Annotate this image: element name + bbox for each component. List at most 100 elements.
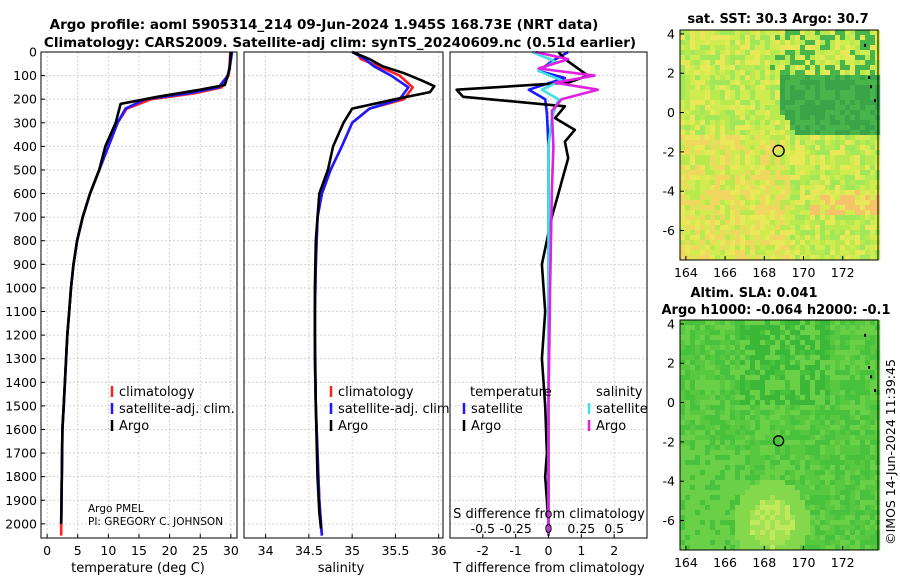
map-cell xyxy=(840,405,846,411)
map-cell xyxy=(775,240,781,246)
map-cell xyxy=(755,460,761,466)
map-cell xyxy=(865,95,871,101)
map-cell xyxy=(830,205,836,211)
map-cell xyxy=(745,95,751,101)
map-cell xyxy=(770,485,776,491)
map-cell xyxy=(800,205,806,211)
map-cell xyxy=(830,525,836,531)
map-cell xyxy=(770,325,776,331)
map-cell xyxy=(695,545,701,551)
map-cell xyxy=(815,390,821,396)
map-cell xyxy=(845,100,851,106)
map-cell xyxy=(815,465,821,471)
map-cell xyxy=(815,60,821,66)
map-cell xyxy=(730,90,736,96)
map-cell xyxy=(850,125,856,131)
map-cell xyxy=(815,330,821,336)
map-cell xyxy=(775,355,781,361)
map-cell xyxy=(795,70,801,76)
map-cell xyxy=(755,45,761,51)
map-cell xyxy=(770,235,776,241)
map-cell xyxy=(735,400,741,406)
x-tick-label: 5 xyxy=(74,543,82,558)
map-cell xyxy=(800,535,806,541)
map-cell xyxy=(745,430,751,436)
map-cell xyxy=(735,170,741,176)
map-cell xyxy=(765,415,771,421)
map-cell xyxy=(760,150,766,156)
map-cell xyxy=(710,60,716,66)
map-cell xyxy=(825,495,831,501)
series-argo xyxy=(313,50,436,529)
map-cell xyxy=(780,110,786,116)
map-cell xyxy=(825,355,831,361)
map-cell xyxy=(835,390,841,396)
map-cell xyxy=(745,120,751,126)
map-cell xyxy=(835,35,841,41)
map-cell xyxy=(795,165,801,171)
map-cell xyxy=(790,65,796,71)
map-cell xyxy=(865,60,871,66)
map-cell xyxy=(820,455,826,461)
map-cell xyxy=(700,195,706,201)
map-cell xyxy=(705,60,711,66)
map-cell xyxy=(825,50,831,56)
map-cell xyxy=(820,445,826,451)
map-cell xyxy=(795,345,801,351)
map-cell xyxy=(745,405,751,411)
map-cell xyxy=(725,35,731,41)
map-cell xyxy=(820,490,826,496)
map-cell xyxy=(835,350,841,356)
map-cell xyxy=(815,425,821,431)
map-cell xyxy=(835,245,841,251)
map-cell xyxy=(770,120,776,126)
map-cell xyxy=(830,435,836,441)
map-cell xyxy=(840,435,846,441)
map-cell xyxy=(835,235,841,241)
map-cell xyxy=(725,100,731,106)
map-cell xyxy=(725,245,731,251)
map-cell xyxy=(775,110,781,116)
map-cell xyxy=(680,355,686,361)
map-cell xyxy=(680,75,686,81)
sla-float-marker xyxy=(772,435,785,447)
map-cell xyxy=(810,115,816,121)
map-cell xyxy=(730,470,736,476)
map-cell xyxy=(750,250,756,256)
map-cell xyxy=(685,320,691,326)
map-cell xyxy=(835,90,841,96)
map-cell xyxy=(860,45,866,51)
map-cell xyxy=(730,330,736,336)
map-cell xyxy=(780,530,786,536)
map-cell xyxy=(750,85,756,91)
map-cell xyxy=(680,455,686,461)
map-cell xyxy=(785,30,791,36)
map-cell xyxy=(835,450,841,456)
map-cell xyxy=(830,450,836,456)
map-cell xyxy=(695,220,701,226)
map-cell xyxy=(725,415,731,421)
map-cell xyxy=(720,445,726,451)
map-cell xyxy=(845,245,851,251)
map-cell xyxy=(870,150,876,156)
map-cell xyxy=(800,390,806,396)
map-cell xyxy=(735,85,741,91)
map-cell xyxy=(735,65,741,71)
map-cell xyxy=(720,50,726,56)
map-cell xyxy=(775,250,781,256)
map-cell xyxy=(815,320,821,326)
map-cell xyxy=(800,380,806,386)
map-cell xyxy=(805,455,811,461)
map-cell xyxy=(730,540,736,546)
map-cell xyxy=(810,200,816,206)
map-cell xyxy=(685,120,691,126)
map-cell xyxy=(795,455,801,461)
map-cell xyxy=(780,220,786,226)
map-cell xyxy=(785,145,791,151)
map-cell xyxy=(770,540,776,546)
map-cell xyxy=(850,360,856,366)
map-cell xyxy=(690,35,696,41)
map-cell xyxy=(790,210,796,216)
map-cell xyxy=(705,80,711,86)
map-cell xyxy=(715,415,721,421)
